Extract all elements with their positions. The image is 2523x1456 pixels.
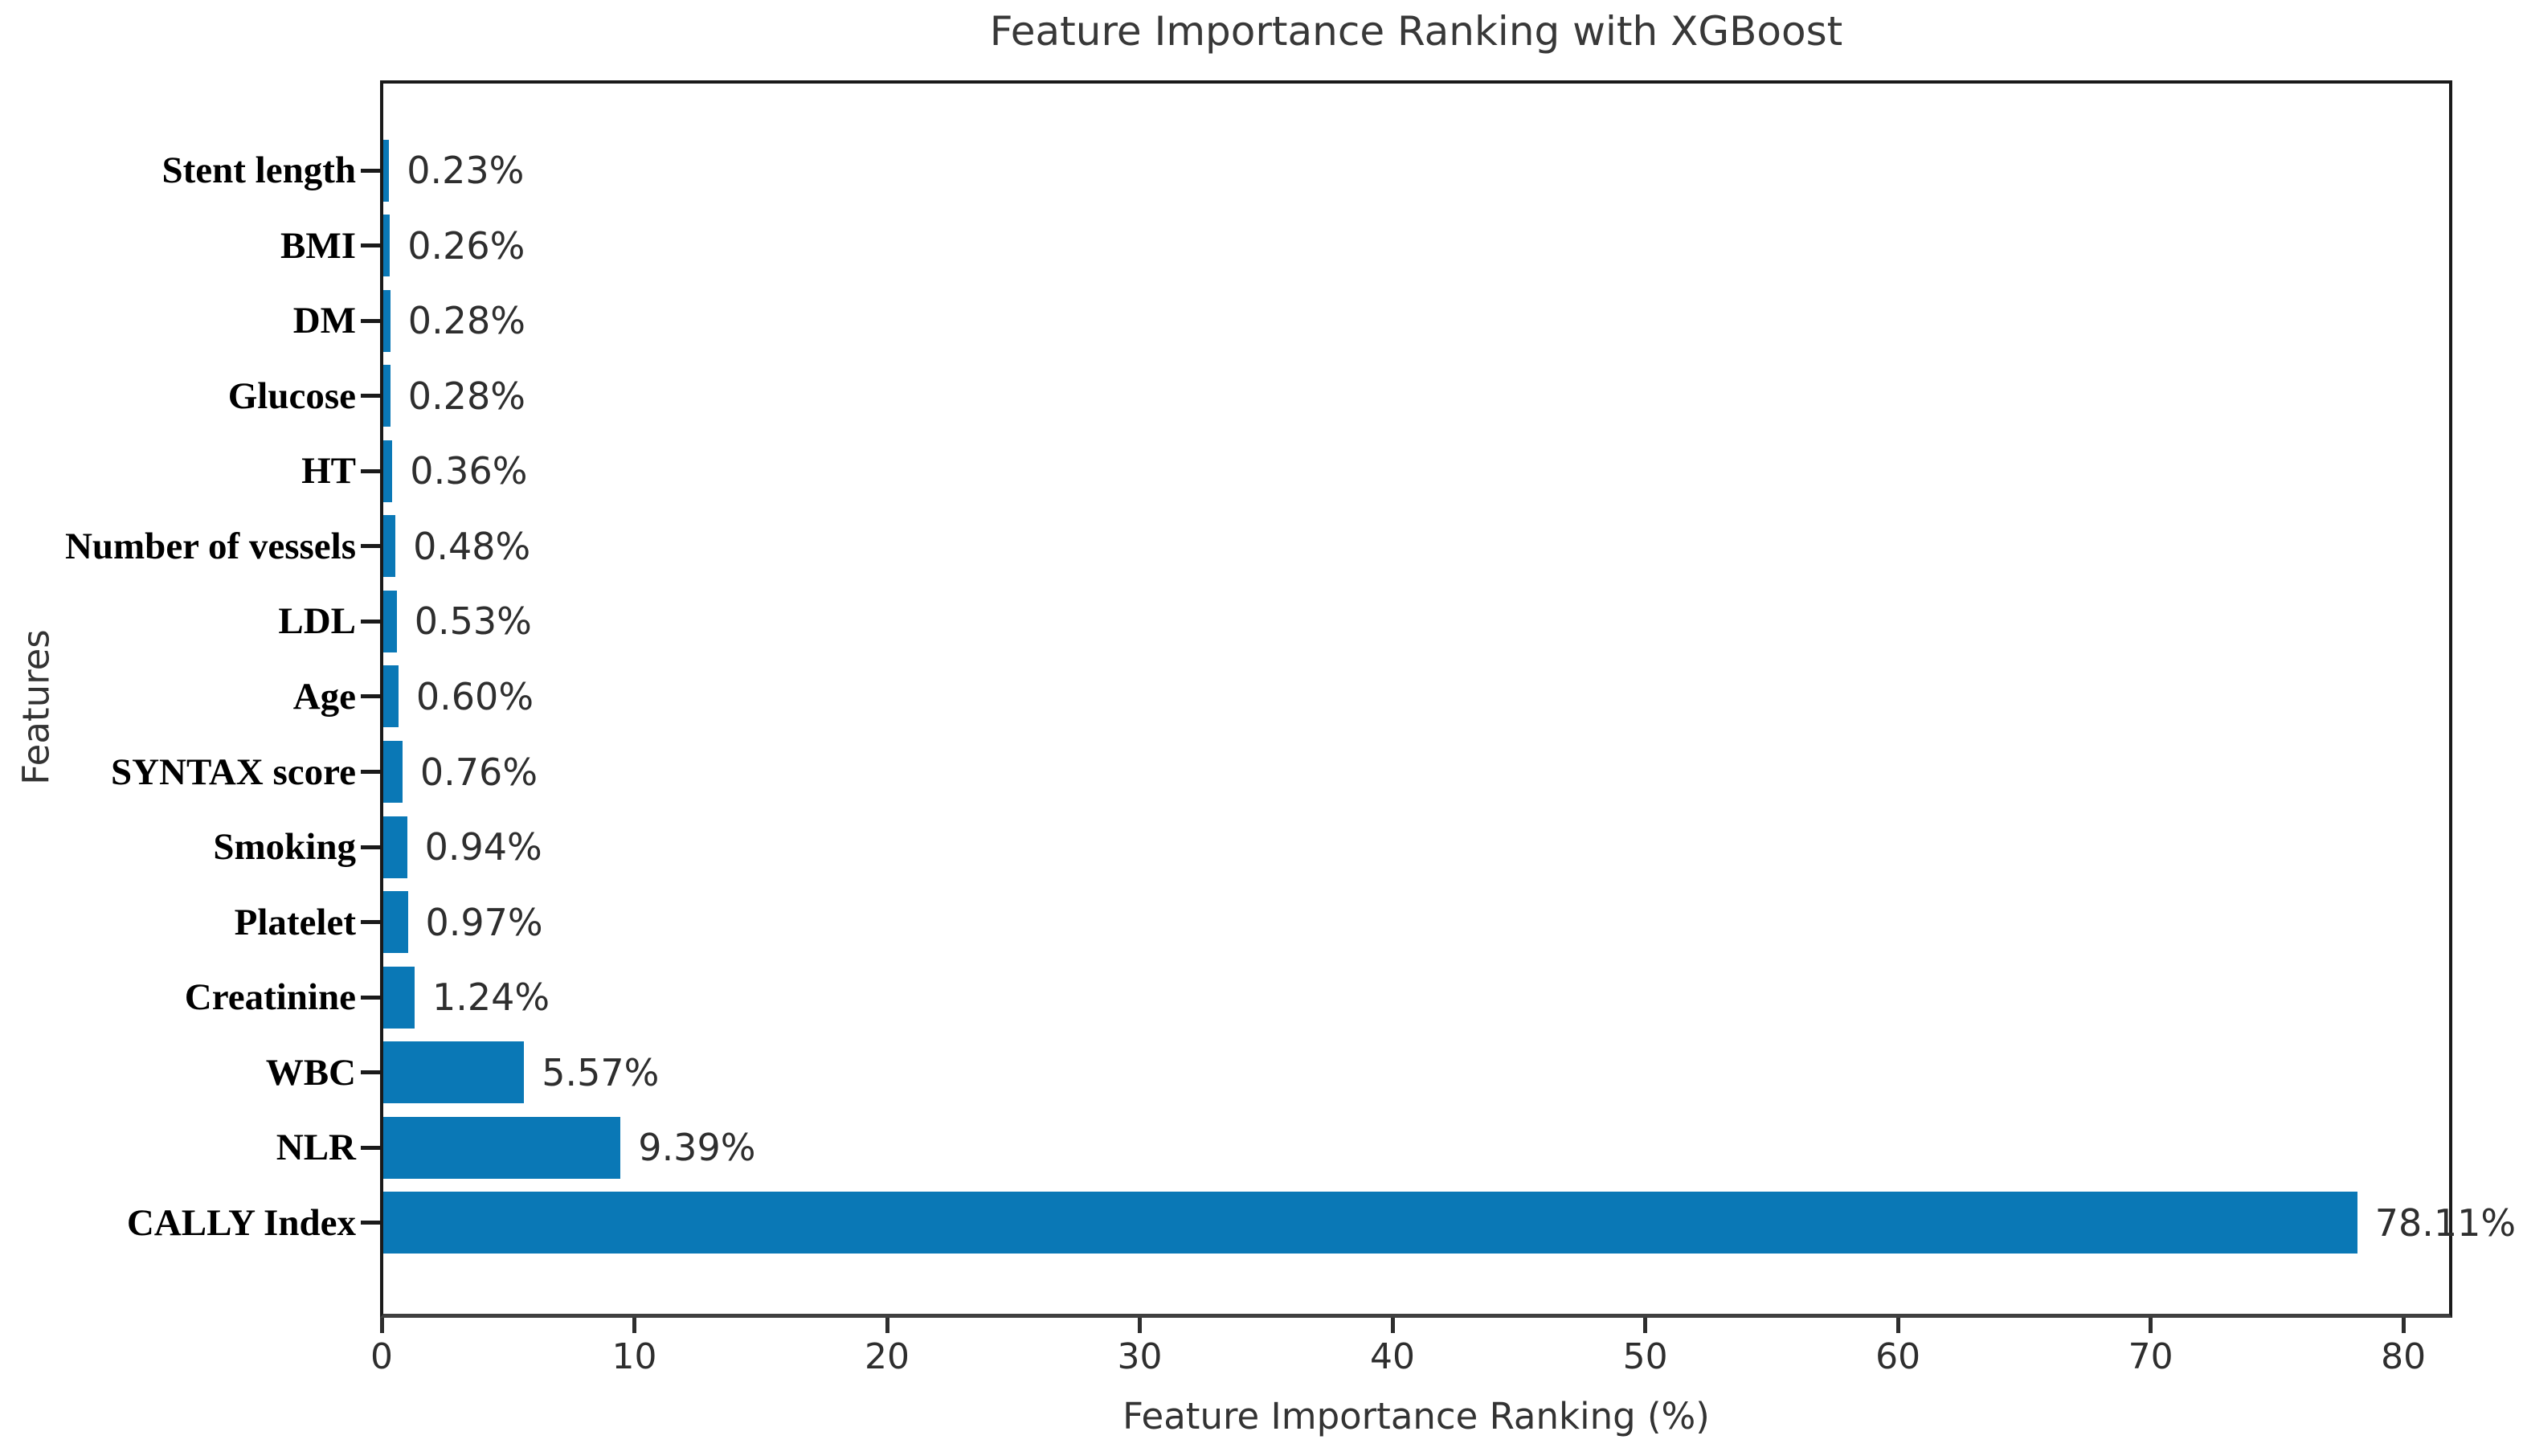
category-label: Creatinine bbox=[184, 976, 356, 1019]
bar bbox=[383, 139, 390, 202]
bar bbox=[383, 440, 393, 502]
x-tick bbox=[1643, 1318, 1648, 1333]
y-tick bbox=[361, 243, 381, 248]
x-tick-label: 30 bbox=[1117, 1336, 1163, 1377]
bar-value-label: 0.94% bbox=[424, 825, 542, 869]
x-tick bbox=[885, 1318, 889, 1333]
bar-value-label: 0.23% bbox=[407, 149, 525, 192]
x-tick-label: 0 bbox=[370, 1336, 393, 1377]
y-tick bbox=[361, 468, 381, 473]
bar-value-label: 0.76% bbox=[419, 750, 538, 794]
y-tick bbox=[361, 394, 381, 399]
bar-value-label: 0.60% bbox=[415, 674, 534, 718]
category-label: BMI bbox=[280, 224, 356, 267]
bar bbox=[383, 665, 399, 728]
x-tick-label: 20 bbox=[865, 1336, 910, 1377]
x-tick-label: 70 bbox=[2128, 1336, 2173, 1377]
bar bbox=[383, 1041, 525, 1104]
y-tick bbox=[361, 770, 381, 775]
bar-value-label: 0.48% bbox=[413, 524, 531, 568]
category-label: Age bbox=[292, 675, 356, 718]
bar bbox=[383, 289, 391, 352]
category-label: Stent length bbox=[162, 149, 356, 191]
x-tick-label: 50 bbox=[1622, 1336, 1668, 1377]
category-label: Number of vessels bbox=[64, 525, 356, 567]
category-label: NLR bbox=[276, 1127, 356, 1169]
x-tick-label: 40 bbox=[1370, 1336, 1415, 1377]
x-axis-label: Feature Importance Ranking (%) bbox=[1122, 1395, 1710, 1438]
bar-value-label: 5.57% bbox=[542, 1050, 660, 1094]
bar bbox=[383, 515, 396, 578]
bar-value-label: 0.28% bbox=[407, 299, 525, 343]
y-tick bbox=[361, 318, 381, 323]
bar-value-label: 9.39% bbox=[638, 1126, 756, 1170]
y-tick bbox=[361, 995, 381, 1000]
x-tick bbox=[1390, 1318, 1395, 1333]
category-label: HT bbox=[301, 450, 356, 493]
y-tick bbox=[361, 845, 381, 849]
category-label: Glucose bbox=[227, 374, 356, 417]
x-tick-label: 10 bbox=[611, 1336, 657, 1377]
bar-value-label: 0.36% bbox=[410, 449, 528, 493]
y-tick bbox=[361, 1070, 381, 1075]
bar bbox=[383, 816, 407, 878]
x-tick bbox=[1895, 1318, 1900, 1333]
bar-value-label: 0.97% bbox=[425, 900, 543, 944]
x-tick-label: 80 bbox=[2381, 1336, 2427, 1377]
bar bbox=[383, 1116, 621, 1179]
bar-value-label: 0.28% bbox=[407, 374, 525, 418]
x-tick bbox=[1138, 1318, 1142, 1333]
bar-value-label: 1.24% bbox=[432, 975, 550, 1020]
y-tick bbox=[361, 1221, 381, 1225]
bar-value-label: 0.26% bbox=[407, 223, 525, 268]
bar bbox=[383, 966, 415, 1029]
plot-area: 0.23% 0.26% 0.28% 0.28% 0.36% 0.48% 0.53% 0.60%… bbox=[380, 80, 2516, 1318]
chart-title: Feature Importance Ranking with XGBoost bbox=[989, 8, 1843, 55]
bar-value-label: 78.11% bbox=[2374, 1200, 2517, 1245]
bar bbox=[383, 365, 391, 427]
x-tick bbox=[2149, 1318, 2153, 1333]
bar bbox=[383, 215, 391, 277]
category-label: LDL bbox=[278, 600, 356, 643]
x-tick-label: 60 bbox=[1875, 1336, 1921, 1377]
y-tick bbox=[361, 920, 381, 925]
bar bbox=[383, 1192, 2357, 1254]
category-label: DM bbox=[292, 300, 356, 342]
y-axis-label: Features bbox=[14, 629, 58, 785]
category-label: CALLY Index bbox=[126, 1201, 356, 1244]
y-tick bbox=[361, 694, 381, 699]
bar bbox=[383, 590, 397, 652]
bar bbox=[383, 741, 403, 804]
bar-value-label: 0.53% bbox=[414, 599, 532, 644]
category-label: WBC bbox=[265, 1051, 356, 1094]
category-label: Smoking bbox=[213, 826, 356, 869]
y-tick bbox=[361, 544, 381, 549]
x-tick bbox=[2401, 1318, 2406, 1333]
y-tick bbox=[361, 168, 381, 173]
x-tick bbox=[379, 1318, 384, 1333]
category-label: Platelet bbox=[234, 901, 356, 943]
y-tick bbox=[361, 619, 381, 624]
y-tick bbox=[361, 1145, 381, 1150]
category-label: SYNTAX score bbox=[110, 750, 356, 793]
bar bbox=[383, 891, 408, 954]
x-tick bbox=[632, 1318, 636, 1333]
